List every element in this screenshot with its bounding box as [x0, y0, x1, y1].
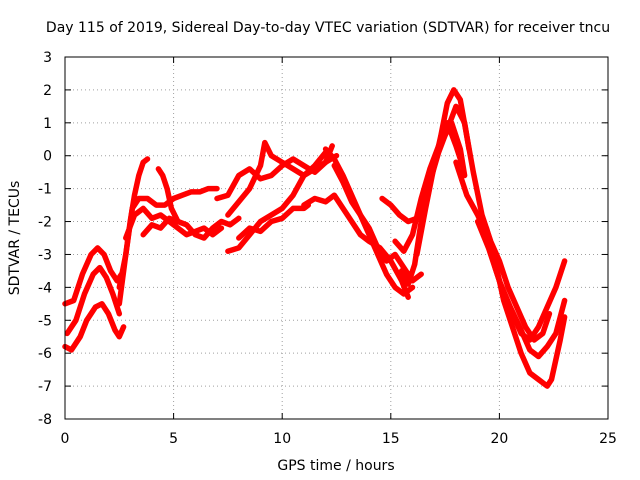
series-arc-17	[392, 120, 466, 254]
x-tick-label: 0	[61, 431, 70, 447]
y-tick-label: -1	[38, 182, 52, 198]
y-tick-label: -7	[38, 379, 52, 395]
series-arc-13	[301, 192, 411, 300]
y-tick-label: 0	[43, 149, 52, 165]
series-arc-7	[140, 215, 242, 241]
y-tick-label: 1	[43, 116, 52, 132]
x-tick-label: 15	[382, 431, 400, 447]
series-arc-1	[62, 245, 125, 307]
series-arc-2	[62, 301, 127, 353]
series-arc-15	[331, 162, 424, 284]
x-axis-label: GPS time / hours	[277, 458, 394, 474]
series-arc-11	[225, 139, 329, 218]
y-tick-label: -6	[38, 346, 52, 362]
x-tick-label: 10	[273, 431, 291, 447]
series-arc-5	[116, 185, 220, 307]
y-tick-label: -3	[38, 247, 52, 263]
chart-title: Day 115 of 2019, Sidereal Day-to-day VTE…	[46, 20, 610, 36]
x-tick-label: 20	[490, 431, 508, 447]
plot-frame	[64, 56, 609, 420]
series-arc-22	[483, 225, 568, 389]
series-group	[62, 87, 568, 389]
series-arc-9	[214, 143, 335, 202]
series-arc-10	[225, 152, 340, 254]
y-tick-label: -4	[38, 280, 52, 296]
series-arc-18	[398, 103, 472, 287]
x-tick-label: 5	[169, 431, 178, 447]
grid	[65, 57, 608, 419]
series-arc-6	[123, 205, 225, 241]
series-arc-8	[155, 166, 181, 225]
series-arc-3	[64, 264, 123, 337]
y-tick-label: -2	[38, 215, 52, 231]
axis-ticks: 0 5 10 15 20 25 -8 -7 -6 -5 -4 -3 -2 -1 0 1 2 3	[38, 50, 617, 447]
y-tick-label: -5	[38, 313, 52, 329]
y-tick-label: -8	[38, 412, 52, 428]
x-tick-label: 25	[599, 431, 617, 447]
series-arc-12	[236, 202, 312, 241]
y-tick-label: 2	[43, 83, 52, 99]
y-axis-label: SDTVAR / TECUs	[7, 181, 23, 296]
y-tick-label: 3	[43, 50, 52, 66]
series-arc-19	[414, 87, 553, 343]
